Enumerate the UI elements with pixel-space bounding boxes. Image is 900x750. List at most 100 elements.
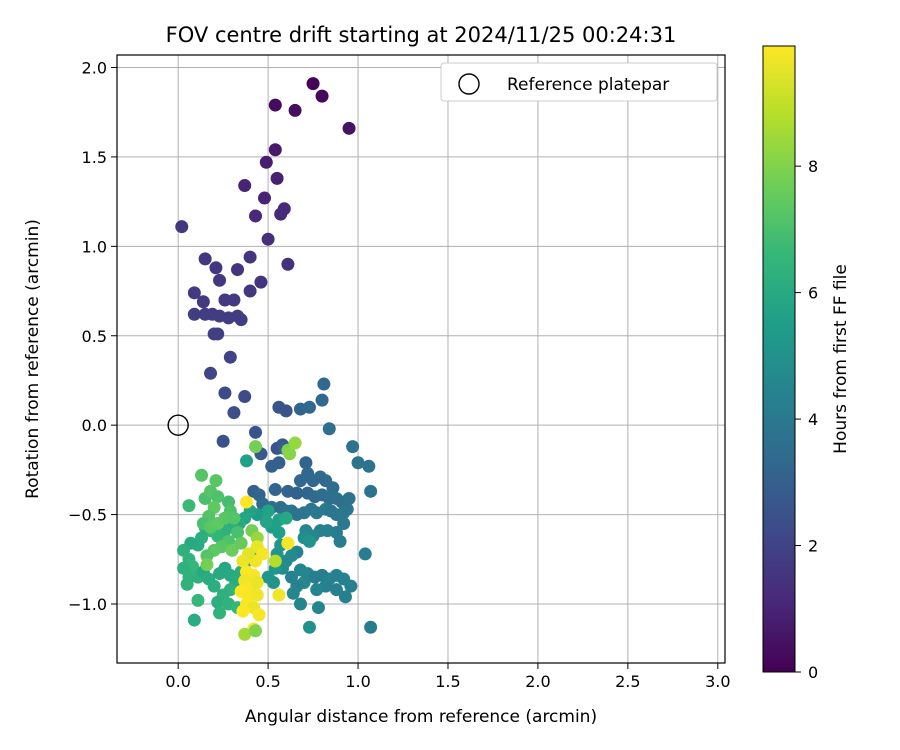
- data-point: [315, 393, 329, 407]
- colorbar-tick-label: 2: [808, 537, 818, 556]
- data-point: [311, 601, 325, 615]
- legend-marker: [458, 73, 480, 95]
- data-point: [358, 547, 372, 561]
- data-point: [290, 486, 304, 500]
- data-point: [182, 499, 196, 513]
- data-point: [259, 515, 273, 529]
- data-point: [279, 511, 293, 525]
- data-point: [274, 207, 288, 221]
- data-point: [268, 554, 282, 568]
- data-point: [340, 502, 354, 516]
- data-point: [234, 313, 248, 327]
- colorbar-tick-label: 6: [808, 284, 818, 303]
- data-point: [333, 534, 347, 548]
- data-point: [191, 593, 205, 607]
- data-point: [200, 558, 214, 572]
- data-point: [187, 286, 201, 300]
- data-point: [234, 536, 248, 550]
- data-point: [261, 504, 275, 518]
- data-point: [187, 307, 201, 321]
- data-point: [293, 474, 307, 488]
- data-point: [231, 525, 245, 539]
- data-point: [243, 250, 257, 264]
- y-tick-label: 2.0: [82, 59, 107, 78]
- legend-label: Reference platepar: [507, 75, 669, 95]
- data-point: [288, 103, 302, 117]
- data-point: [250, 588, 264, 602]
- data-point: [227, 293, 241, 307]
- colorbar-ticks: 0 2 4 6 8: [795, 157, 818, 682]
- data-point: [216, 434, 230, 448]
- data-point: [236, 554, 250, 568]
- data-point: [195, 468, 209, 482]
- data-point: [238, 390, 252, 404]
- reference-marker: [167, 414, 189, 436]
- x-tick-label: 0.0: [165, 672, 190, 691]
- data-point: [204, 366, 218, 380]
- data-point: [364, 620, 378, 634]
- reference-platepar-marker: [167, 414, 189, 436]
- data-point: [250, 576, 264, 590]
- data-point: [236, 604, 250, 618]
- x-tick-label: 0.5: [255, 672, 280, 691]
- data-point: [209, 261, 223, 275]
- data-point: [338, 590, 352, 604]
- data-point: [315, 89, 329, 103]
- y-tick-label: 1.0: [82, 237, 107, 256]
- data-point: [198, 252, 212, 266]
- data-point: [322, 422, 336, 436]
- data-point: [218, 511, 232, 525]
- data-point: [196, 295, 210, 309]
- data-point: [218, 293, 232, 307]
- data-point: [218, 386, 232, 400]
- data-point: [211, 490, 225, 504]
- data-point: [342, 491, 356, 505]
- colorbar-label: Hours from first FF file: [831, 264, 851, 454]
- data-point: [213, 273, 227, 287]
- colorbar: 0 2 4 6 8 Hours from first FF file: [762, 45, 851, 682]
- x-axis-ticks: 0.0 0.5 1.0 1.5 2.0 2.5 3.0: [165, 663, 731, 691]
- data-point: [281, 257, 295, 271]
- data-point: [261, 232, 275, 246]
- data-point: [249, 440, 263, 454]
- data-point: [364, 484, 378, 498]
- data-point: [310, 583, 324, 597]
- data-point: [293, 597, 307, 611]
- data-point: [175, 220, 189, 234]
- data-point: [187, 613, 201, 627]
- data-point: [223, 350, 237, 364]
- data-point: [346, 440, 360, 454]
- data-point: [227, 511, 241, 525]
- data-point: [211, 595, 225, 609]
- data-point: [243, 284, 257, 298]
- data-points: [175, 77, 378, 641]
- data-point: [211, 327, 225, 341]
- data-point: [200, 549, 214, 563]
- x-tick-label: 3.0: [705, 672, 730, 691]
- data-point: [225, 543, 239, 557]
- y-axis-label: Rotation from reference (arcmin): [23, 219, 43, 499]
- data-point: [299, 456, 313, 470]
- data-point: [238, 179, 252, 193]
- colorbar-tick-label: 0: [808, 663, 818, 682]
- data-point: [286, 586, 300, 600]
- data-point: [270, 171, 284, 185]
- data-point: [258, 191, 272, 205]
- data-point: [302, 400, 316, 414]
- data-point: [249, 425, 263, 439]
- y-tick-label: 0.0: [82, 416, 107, 435]
- data-point: [283, 447, 297, 461]
- data-point: [240, 454, 254, 468]
- plot-frame: [116, 54, 726, 664]
- data-point: [240, 495, 254, 509]
- data-point: [209, 474, 223, 488]
- data-point: [238, 627, 252, 641]
- data-point: [213, 606, 227, 620]
- x-tick-label: 2.0: [525, 672, 550, 691]
- legend-box: [440, 62, 718, 102]
- x-axis-label: Angular distance from reference (arcmin): [245, 707, 597, 727]
- data-point: [249, 209, 263, 223]
- data-point: [306, 77, 320, 91]
- data-point: [279, 404, 293, 418]
- data-point: [351, 456, 365, 470]
